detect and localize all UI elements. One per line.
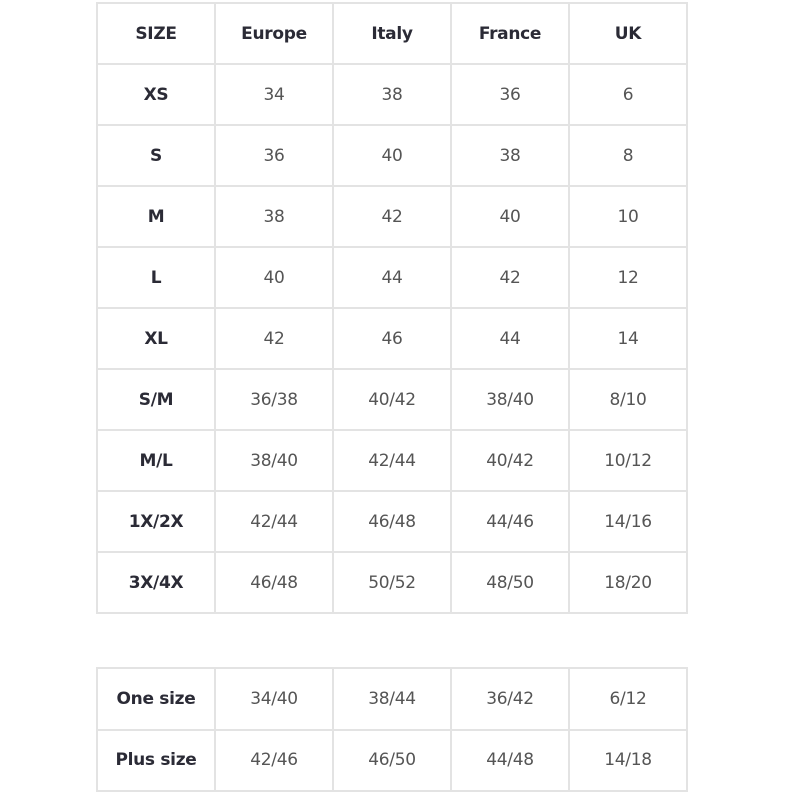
- size-value-cell: 42/44: [332, 429, 452, 492]
- size-value-cell: 36: [450, 63, 570, 126]
- size-value-cell: 38/40: [214, 429, 334, 492]
- size-label-cell: Plus size: [96, 728, 216, 792]
- size-value-cell: 18/20: [568, 551, 688, 614]
- size-value-cell: 34/40: [214, 667, 334, 731]
- size-value-cell: 46/48: [332, 490, 452, 553]
- size-value-cell: 40: [450, 185, 570, 248]
- size-value-cell: 40: [214, 246, 334, 309]
- column-header: SIZE: [96, 2, 216, 65]
- column-header: France: [450, 2, 570, 65]
- size-value-cell: 36/38: [214, 368, 334, 431]
- table-row: M/L 38/40 42/44 40/42 10/12: [96, 429, 688, 492]
- size-value-cell: 8: [568, 124, 688, 187]
- size-value-cell: 10/12: [568, 429, 688, 492]
- size-value-cell: 14/16: [568, 490, 688, 553]
- size-label-cell: 3X/4X: [96, 551, 216, 614]
- size-label-cell: XS: [96, 63, 216, 126]
- table-row: S/M 36/38 40/42 38/40 8/10: [96, 368, 688, 431]
- column-header: Italy: [332, 2, 452, 65]
- size-value-cell: 38: [332, 63, 452, 126]
- size-value-cell: 38: [450, 124, 570, 187]
- size-value-cell: 14/18: [568, 728, 688, 792]
- size-value-cell: 50/52: [332, 551, 452, 614]
- size-conversion-table: SIZE Europe Italy France UK XS 34 38 36 6 S 36 40 38 8…: [96, 2, 688, 614]
- table-row: XL 42 46 44 14: [96, 307, 688, 370]
- table-row: Plus size 42/46 46/50 44/48 14/18: [96, 728, 688, 792]
- one-plus-size-table: One size 34/40 38/44 36/42 6/12 Plus size 42/4…: [96, 667, 688, 792]
- size-label-cell: S: [96, 124, 216, 187]
- header-row: SIZE Europe Italy France UK: [96, 2, 688, 65]
- size-value-cell: 38/44: [332, 667, 452, 731]
- size-value-cell: 40: [332, 124, 452, 187]
- size-value-cell: 40/42: [450, 429, 570, 492]
- table-row: S 36 40 38 8: [96, 124, 688, 187]
- size-value-cell: 42: [214, 307, 334, 370]
- table-row: L 40 44 42 12: [96, 246, 688, 309]
- size-value-cell: 10: [568, 185, 688, 248]
- size-label-cell: One size: [96, 667, 216, 731]
- size-value-cell: 38: [214, 185, 334, 248]
- size-value-cell: 42: [450, 246, 570, 309]
- size-value-cell: 42/44: [214, 490, 334, 553]
- column-header: Europe: [214, 2, 334, 65]
- size-value-cell: 46/48: [214, 551, 334, 614]
- size-value-cell: 44: [450, 307, 570, 370]
- size-label-cell: 1X/2X: [96, 490, 216, 553]
- size-value-cell: 46: [332, 307, 452, 370]
- size-label-cell: XL: [96, 307, 216, 370]
- size-value-cell: 44: [332, 246, 452, 309]
- table-row: XS 34 38 36 6: [96, 63, 688, 126]
- size-value-cell: 42: [332, 185, 452, 248]
- size-value-cell: 44/46: [450, 490, 570, 553]
- size-value-cell: 44/48: [450, 728, 570, 792]
- size-label-cell: S/M: [96, 368, 216, 431]
- size-label-cell: L: [96, 246, 216, 309]
- table-row: 1X/2X 42/44 46/48 44/46 14/16: [96, 490, 688, 553]
- size-value-cell: 36/42: [450, 667, 570, 731]
- size-value-cell: 12: [568, 246, 688, 309]
- size-value-cell: 34: [214, 63, 334, 126]
- size-value-cell: 6: [568, 63, 688, 126]
- size-label-cell: M/L: [96, 429, 216, 492]
- column-header: UK: [568, 2, 688, 65]
- size-value-cell: 14: [568, 307, 688, 370]
- table-row: One size 34/40 38/44 36/42 6/12: [96, 667, 688, 731]
- size-value-cell: 40/42: [332, 368, 452, 431]
- size-value-cell: 48/50: [450, 551, 570, 614]
- size-value-cell: 6/12: [568, 667, 688, 731]
- size-value-cell: 46/50: [332, 728, 452, 792]
- size-value-cell: 38/40: [450, 368, 570, 431]
- size-value-cell: 36: [214, 124, 334, 187]
- table-row: 3X/4X 46/48 50/52 48/50 18/20: [96, 551, 688, 614]
- size-label-cell: M: [96, 185, 216, 248]
- table-row: M 38 42 40 10: [96, 185, 688, 248]
- size-value-cell: 42/46: [214, 728, 334, 792]
- size-value-cell: 8/10: [568, 368, 688, 431]
